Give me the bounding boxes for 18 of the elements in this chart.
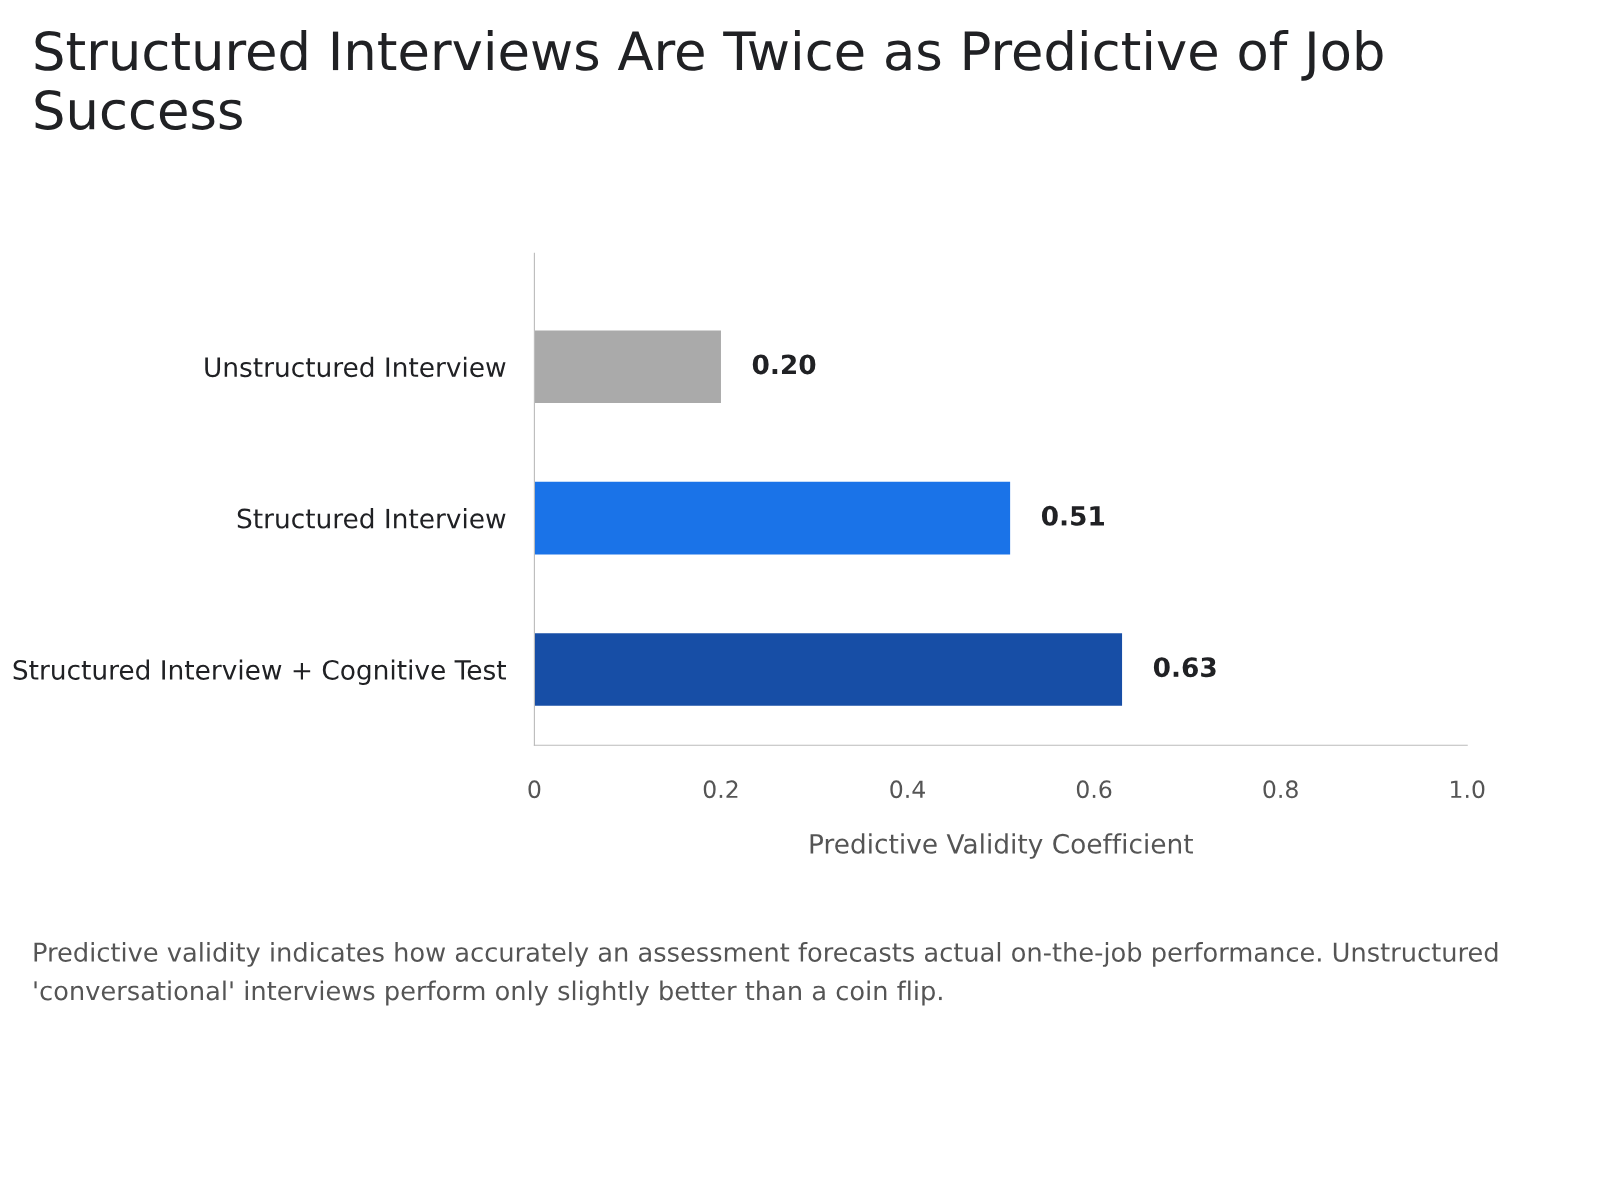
y-tick-label: Structured Interview xyxy=(237,508,506,529)
data-label: 0.20 xyxy=(752,354,816,375)
text: Predictive validity indicates how accurately an assessment forecasts actual on-the-job performance. Unstructured 'conversational' interviews perform only slightly better than a coin flip. xyxy=(34,942,1498,1006)
chart-title: Structured Interviews Are Twice as Predictive of Job Success xyxy=(35,30,1383,130)
x-tick-label: 0.8 xyxy=(1263,780,1298,799)
bar xyxy=(534,633,1123,706)
bar xyxy=(534,481,1011,555)
x-tick-label: 1.0 xyxy=(1451,780,1485,799)
y-tick-label: Unstructured Interview xyxy=(205,356,506,378)
x-tick-label: 0.6 xyxy=(1076,780,1112,799)
y-tick-label: Structured Interview + Cognitive Test xyxy=(13,659,506,686)
x-tick-label: 0 xyxy=(528,780,541,799)
data-label: 0.63 xyxy=(1153,657,1216,678)
x-axis-title: Predictive Validity Coefficient xyxy=(810,833,1193,859)
data-label: 0.51 xyxy=(1041,505,1104,526)
bar xyxy=(534,330,721,404)
x-tick-label: 0.4 xyxy=(890,780,925,799)
x-tick-label: 0.2 xyxy=(703,780,738,799)
